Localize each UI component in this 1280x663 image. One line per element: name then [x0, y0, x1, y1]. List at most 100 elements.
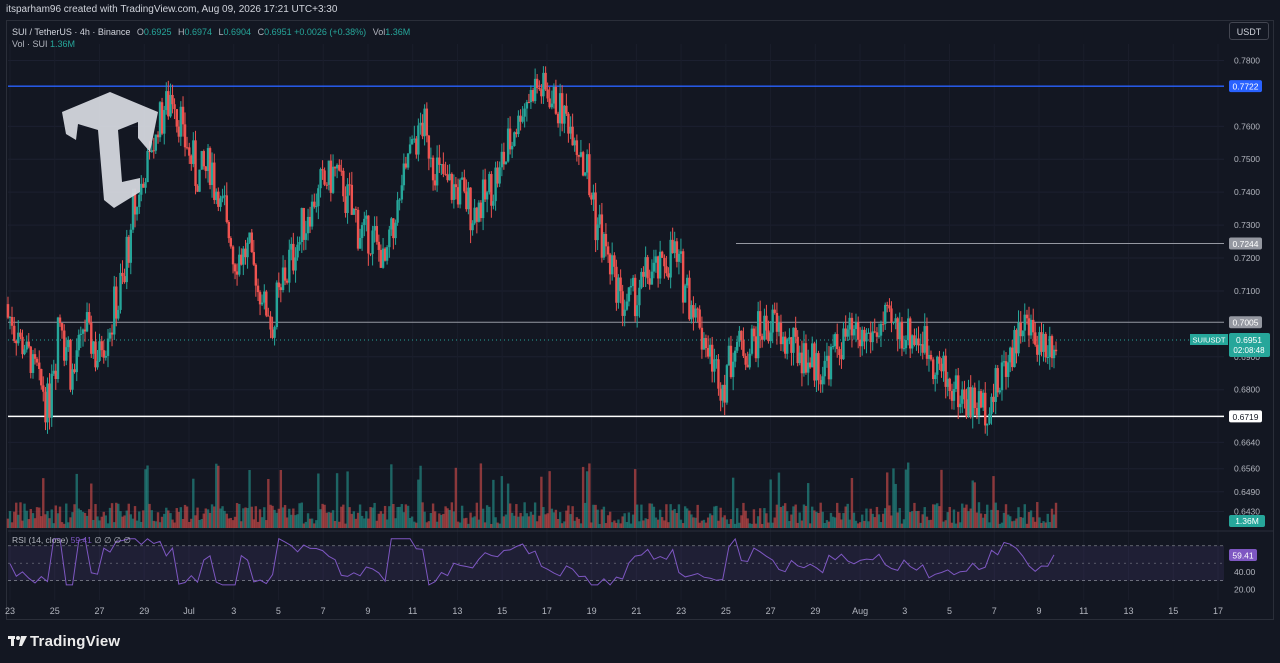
candle-body [919, 344, 922, 346]
volume-bar [827, 521, 831, 528]
volume-bar [896, 512, 899, 528]
volume-bar [894, 483, 897, 528]
candle-body [827, 355, 831, 380]
volume-bar [756, 516, 760, 528]
candle-body [932, 359, 935, 380]
candle-body [692, 305, 695, 318]
volume-bar [342, 504, 345, 528]
candle-body [152, 150, 155, 152]
candle-body [585, 154, 589, 173]
volume-bar [40, 516, 43, 528]
candle-body [163, 110, 166, 134]
volume-bar [909, 512, 912, 528]
volume-bar [984, 513, 987, 528]
price-tick-label: 0.7400 [1234, 187, 1260, 197]
candle-body [377, 241, 381, 250]
symbol-name[interactable]: SUI / TetherUS · 4h · Binance [12, 27, 131, 37]
candle-body [994, 368, 997, 402]
candle-body [442, 164, 445, 174]
volume-bar [323, 504, 326, 528]
candle-body [650, 271, 654, 285]
candle-body [656, 256, 660, 279]
candle-body [35, 358, 39, 363]
time-tick-label: Aug [852, 606, 868, 616]
volume-bar [235, 503, 239, 528]
volume-bar [773, 517, 776, 528]
volume-bar [777, 472, 781, 528]
candle-body [288, 249, 291, 283]
candle-body [771, 309, 774, 333]
volume-bar [825, 520, 829, 528]
currency-button[interactable]: USDT [1229, 22, 1269, 40]
volume-bars [6, 462, 1058, 528]
candle-body [21, 336, 24, 355]
volume-bar [977, 502, 981, 528]
candle-body [238, 254, 241, 275]
candle-body [602, 233, 606, 258]
volume-bar [138, 511, 141, 528]
volume-bar [225, 513, 228, 528]
volume-bar [881, 513, 885, 528]
volume-bar [244, 507, 247, 528]
candle-body [625, 301, 629, 310]
candle-body [836, 334, 839, 350]
candle-body [383, 248, 387, 261]
volume-bar [456, 521, 460, 528]
volume-bar [298, 503, 301, 528]
volume-bar [640, 504, 643, 528]
candle-body [723, 384, 726, 403]
candle-body [852, 329, 856, 336]
volume-bar [465, 517, 468, 528]
volume-bar [133, 506, 137, 528]
candle-body [735, 341, 739, 351]
volume-bar [746, 518, 749, 528]
candle-body [38, 362, 41, 370]
candle-body [688, 277, 691, 320]
volume-bar [879, 522, 883, 528]
volume-bar [673, 508, 676, 528]
volume-bar [719, 507, 722, 528]
rsi-label[interactable]: RSI (14, close) [12, 535, 69, 545]
volume-bar [494, 517, 497, 528]
candle-body [265, 291, 268, 316]
candle-body [783, 336, 787, 354]
time-tick-label: 3 [902, 606, 907, 616]
volume-bar [54, 505, 57, 528]
volume-bar [131, 518, 135, 528]
volume-bar [448, 509, 451, 528]
volume-bar [510, 512, 514, 528]
candle-body [281, 267, 285, 291]
volume-bar [617, 519, 620, 528]
volume-bar [731, 477, 735, 528]
candle-body [788, 337, 791, 340]
volume-indicator-label[interactable]: Vol · SUI [12, 39, 48, 49]
candle-body [806, 362, 810, 373]
tradingview-brand[interactable]: TradingView [30, 633, 121, 650]
volume-bar [802, 504, 806, 528]
candle-body [579, 152, 583, 157]
candle-body [140, 183, 143, 195]
candle-body [665, 266, 668, 274]
volume-bar [283, 505, 287, 528]
volume-bar [760, 523, 764, 528]
candle-body [673, 241, 676, 254]
candle-body [279, 287, 283, 291]
volume-bar [142, 510, 145, 528]
volume-bar [765, 513, 768, 528]
price-tick-label: 0.6640 [1234, 437, 1260, 447]
volume-bar [423, 511, 426, 528]
candle-body [165, 91, 168, 111]
candle-body [558, 93, 562, 124]
volume-bar [529, 511, 533, 528]
horizontal-levels[interactable] [8, 85, 1224, 418]
volume-bar [377, 513, 381, 528]
candle-body [283, 267, 287, 281]
candle-body [248, 232, 251, 243]
time-axis[interactable]: 23 25 27 29 Jul 3 5 7 9 11 13 15 17 19 21 23 25 27 29 Aug 3 5… [5, 606, 1223, 616]
volume-bar [463, 518, 466, 528]
candle-body [221, 196, 224, 199]
volume-bar [335, 473, 339, 528]
candle-body [802, 343, 806, 374]
candle-body [546, 89, 549, 99]
